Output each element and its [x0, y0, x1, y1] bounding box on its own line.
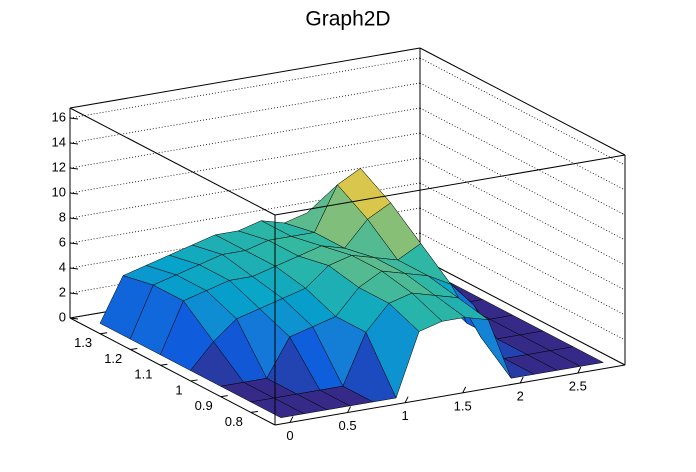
grid-line [69, 157, 421, 219]
box-edge [419, 47, 626, 156]
box-edge [274, 154, 626, 216]
grid-line [419, 82, 626, 191]
x-tick [519, 376, 524, 384]
z-tick-label: 10 [52, 184, 66, 199]
x-tick-label: 2 [517, 388, 524, 403]
grid-line [69, 107, 421, 169]
x-tick-label: 1 [401, 408, 408, 423]
z-tick-label: 6 [59, 234, 66, 249]
z-tick-label: 4 [59, 259, 66, 274]
z-tick [69, 217, 79, 220]
z-tick [69, 117, 79, 120]
y-tick-label: 0.8 [225, 414, 243, 429]
y-tick-label: 1.2 [104, 351, 122, 366]
z-tick-label: 8 [59, 209, 66, 224]
y-tick [250, 410, 258, 413]
z-tick [69, 192, 79, 195]
y-tick-label: 1.3 [74, 335, 92, 350]
z-tick-label: 0 [59, 309, 66, 324]
x-tick [347, 406, 351, 413]
z-tick-label: 16 [52, 109, 66, 124]
z-tick [69, 142, 79, 145]
z-tick [69, 317, 79, 320]
z-tick [69, 242, 79, 245]
x-tick-label: 0 [286, 428, 293, 443]
grid-line [419, 257, 626, 366]
x-tick [577, 366, 582, 374]
z-tick-label: 14 [52, 134, 66, 149]
x-tick [404, 396, 409, 403]
grid-line [419, 207, 626, 316]
y-tick [160, 363, 168, 366]
grid-line [419, 57, 626, 166]
grid-line [69, 182, 421, 244]
grid-line [419, 107, 626, 216]
z-tick [69, 267, 79, 270]
grid-line [69, 57, 421, 119]
box-edge [69, 47, 421, 109]
x-tick [289, 416, 294, 423]
z-tick [69, 292, 79, 295]
surface-cell [250, 397, 305, 418]
y-tick [100, 332, 108, 335]
y-tick-label: 1.1 [134, 367, 152, 382]
y-tick [130, 347, 138, 350]
y-tick [220, 395, 228, 398]
box-edge [69, 317, 276, 426]
chart-title: Graph2D [305, 8, 390, 31]
grid-line [419, 157, 626, 266]
z-tick-label: 12 [52, 159, 66, 174]
x-tick [462, 386, 467, 394]
z-tick [69, 167, 79, 170]
grid-line [69, 132, 421, 194]
y-tick [190, 379, 198, 382]
grid-line [419, 182, 626, 291]
x-tick-label: 2.5 [569, 379, 587, 394]
x-tick-label: 1.5 [454, 398, 472, 413]
y-tick-label: 1 [175, 382, 182, 397]
grid-line [419, 232, 626, 341]
y-tick-label: 0.9 [195, 398, 213, 413]
box-edge [69, 107, 276, 216]
x-tick-label: 0.5 [338, 418, 356, 433]
box-edge [274, 364, 626, 426]
grid-line [69, 82, 421, 144]
grid-line [419, 132, 626, 241]
z-tick-label: 2 [59, 284, 66, 299]
